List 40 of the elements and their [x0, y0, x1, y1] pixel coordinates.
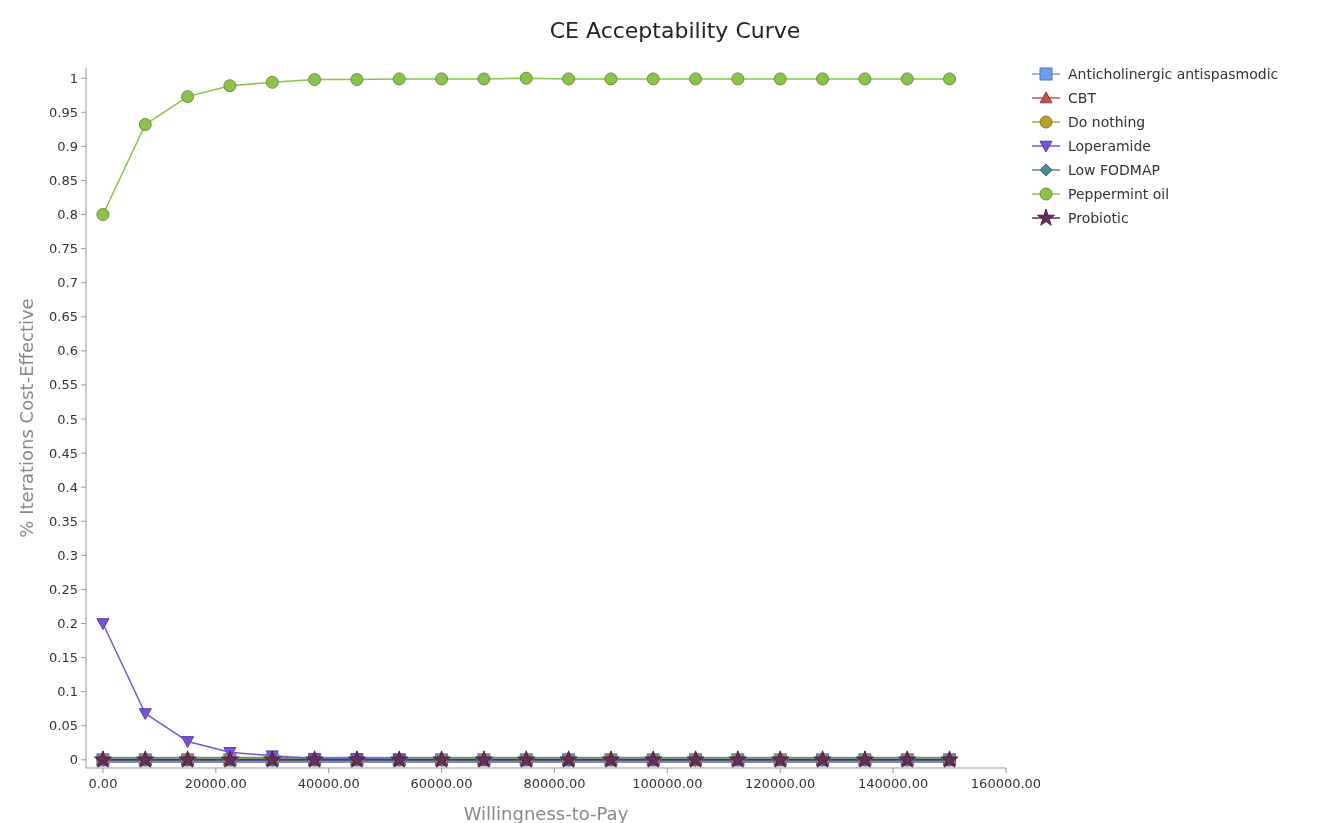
- x-tick-label: 20000.00: [184, 776, 247, 791]
- legend-label: CBT: [1068, 89, 1097, 106]
- legend-label: Peppermint oil: [1068, 185, 1170, 202]
- y-tick-label: 0.35: [49, 513, 78, 529]
- y-axis-title: % Iterations Cost-Effective: [16, 298, 37, 538]
- x-axis-title: Willingness-to-Pay: [463, 803, 629, 823]
- y-tick-label: 0.2: [57, 616, 78, 632]
- legend-label: Do nothing: [1068, 113, 1146, 130]
- y-tick-label: 1: [69, 70, 78, 86]
- y-tick-label: 0.55: [49, 377, 78, 393]
- y-tick-label: 0.7: [57, 275, 78, 291]
- legend-label: Loperamide: [1068, 137, 1151, 154]
- y-tick-label: 0.6: [57, 343, 78, 359]
- x-tick-label: 140000.00: [857, 776, 929, 791]
- y-tick-label: 0.95: [49, 104, 78, 120]
- chart-title: CE Acceptability Curve: [549, 18, 801, 43]
- y-tick-label: 0.45: [49, 445, 78, 461]
- y-tick-label: 0.05: [49, 718, 78, 734]
- y-tick-label: 0.65: [49, 309, 78, 325]
- x-tick-label: 0.00: [88, 776, 118, 791]
- y-tick-label: 0.75: [49, 241, 78, 257]
- y-tick-label: 0.85: [49, 173, 78, 189]
- y-tick-label: 0.4: [57, 479, 78, 495]
- y-tick-label: 0: [69, 752, 78, 768]
- y-tick-label: 0.15: [49, 650, 78, 666]
- y-tick-label: 0.3: [57, 547, 78, 563]
- y-tick-label: 0.25: [49, 581, 78, 597]
- legend-label: Anticholinergic antispasmodic: [1068, 65, 1279, 82]
- y-tick-label: 0.8: [57, 207, 78, 223]
- y-tick-label: 0.1: [57, 684, 78, 700]
- x-tick-label: 100000.00: [632, 776, 703, 791]
- x-tick-label: 80000.00: [523, 776, 586, 791]
- legend-label: Probiotic: [1068, 209, 1129, 226]
- legend-label: Low FODMAP: [1068, 161, 1160, 178]
- y-tick-label: 0.5: [57, 411, 78, 427]
- x-tick-label: 120000.00: [745, 776, 816, 791]
- x-tick-label: 160000.00: [970, 776, 1042, 791]
- y-tick-label: 0.9: [57, 138, 78, 154]
- x-tick-label: 60000.00: [410, 776, 473, 791]
- x-tick-label: 40000.00: [297, 776, 360, 791]
